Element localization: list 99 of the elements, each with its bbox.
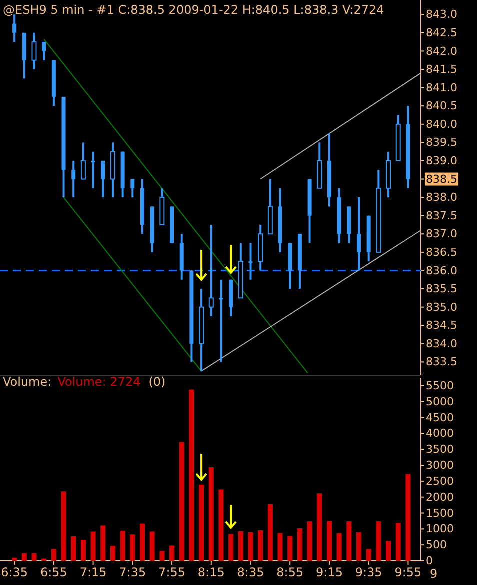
candlestick xyxy=(101,160,106,199)
bar xyxy=(258,530,264,561)
y-tick-label: 833.5 xyxy=(426,356,458,369)
bar xyxy=(366,549,372,561)
bar xyxy=(140,524,145,561)
y-tick-label: 841.5 xyxy=(426,63,458,76)
bar xyxy=(356,532,362,561)
y-tick-label: 3000 xyxy=(426,459,454,472)
bar xyxy=(396,523,401,561)
y-tick-label: 839.5 xyxy=(426,136,458,150)
y-tick-label: 4500 xyxy=(426,411,454,424)
bar xyxy=(22,553,27,561)
candlestick xyxy=(42,41,46,62)
bar xyxy=(170,546,175,561)
y-tick-label: 840.0 xyxy=(426,118,458,131)
candlestick xyxy=(357,196,361,272)
bar xyxy=(120,531,126,561)
bar xyxy=(228,534,234,561)
bar xyxy=(189,390,194,561)
y-tick-label: 837.0 xyxy=(426,228,458,241)
bar xyxy=(268,504,273,561)
candlestick xyxy=(130,178,135,199)
y-tick-label: 836.5 xyxy=(426,246,458,259)
y-tick-label: 838.0 xyxy=(426,191,458,204)
chart-title: Volume: xyxy=(3,375,52,389)
y-tick-label: 842.5 xyxy=(426,26,458,40)
bar xyxy=(297,528,302,561)
bar xyxy=(110,546,116,561)
bar xyxy=(238,531,244,561)
y-tick-label: 1000 xyxy=(426,522,454,536)
bar xyxy=(336,533,342,561)
y-tick-label: 838.5 xyxy=(426,172,458,186)
bar xyxy=(248,532,254,561)
y-tick-label: 835.5 xyxy=(426,282,458,296)
text: Volume: 2724 xyxy=(58,375,141,389)
candlestick xyxy=(208,224,214,318)
candlestick xyxy=(32,32,37,71)
x-tick-label: 9:35 xyxy=(355,566,382,580)
candlestick xyxy=(72,160,76,199)
bar xyxy=(406,474,411,561)
y-tick-label: 5500 xyxy=(426,379,454,392)
bar xyxy=(326,521,332,561)
bar xyxy=(12,558,18,561)
x-tick-label: 6:55 xyxy=(40,566,68,580)
bar xyxy=(51,549,56,561)
y-tick-label: 500 xyxy=(426,538,447,552)
bar xyxy=(278,533,283,561)
x-tick-label: 7:15 xyxy=(80,566,107,580)
bar xyxy=(208,467,214,561)
y-tick-label: 5000 xyxy=(426,395,454,408)
candlestick xyxy=(80,142,86,180)
y-tick-label: 4000 xyxy=(426,427,454,440)
y-tick-label: 0 xyxy=(426,554,433,568)
bar xyxy=(288,536,293,561)
bar xyxy=(376,522,382,561)
y-tick-label: 834.5 xyxy=(426,319,458,332)
y-tick-label: 834.0 xyxy=(426,337,458,350)
y-tick-label: 839.0 xyxy=(426,154,458,168)
x-tick-label: 8:15 xyxy=(198,566,225,580)
candlestick xyxy=(91,150,96,190)
x-tick-label: 6:35 xyxy=(1,566,28,580)
bar xyxy=(80,540,86,561)
x-tick-label: 7:35 xyxy=(119,566,146,580)
text: 9 xyxy=(430,567,438,581)
candlestick xyxy=(219,278,224,364)
bar xyxy=(346,522,352,561)
y-tick-label: 836.0 xyxy=(426,264,458,278)
bar xyxy=(199,484,204,561)
annotation: (0) xyxy=(148,375,166,389)
y-tick-label: 842.0 xyxy=(426,44,458,58)
bar xyxy=(150,532,155,561)
y-tick-label: 837.5 xyxy=(426,209,458,222)
bar xyxy=(61,492,66,561)
bar xyxy=(130,534,136,561)
candlestick xyxy=(248,242,253,281)
y-tick-label: 2500 xyxy=(426,474,454,488)
bar xyxy=(71,536,76,561)
y-tick-label: 843.0 xyxy=(426,8,458,22)
bar xyxy=(100,526,106,561)
x-tick-label: 7:55 xyxy=(158,566,186,580)
bar xyxy=(386,541,392,561)
bar xyxy=(90,532,96,561)
bar xyxy=(179,442,184,561)
x-tick-label: 8:35 xyxy=(237,566,264,580)
y-tick-label: 1500 xyxy=(426,506,454,520)
bar xyxy=(218,490,224,561)
y-tick-label: 835.0 xyxy=(426,300,458,314)
chart-title: @ESH9 5 min - #1 C:838.5 2009-01-22 H:840.5 L:838.3 V:2724 xyxy=(3,3,384,17)
bar xyxy=(307,522,312,561)
bar xyxy=(32,553,37,561)
x-tick-label: 9:15 xyxy=(316,566,343,580)
y-tick-label: 841.0 xyxy=(426,81,458,94)
y-tick-label: 2000 xyxy=(426,490,454,504)
bar xyxy=(160,551,165,561)
y-tick-label: 3500 xyxy=(426,443,454,456)
x-tick-label: 9:55 xyxy=(394,566,422,580)
bar xyxy=(317,494,322,561)
y-tick-label: 840.5 xyxy=(426,100,458,113)
x-tick-label: 8:55 xyxy=(276,566,304,580)
